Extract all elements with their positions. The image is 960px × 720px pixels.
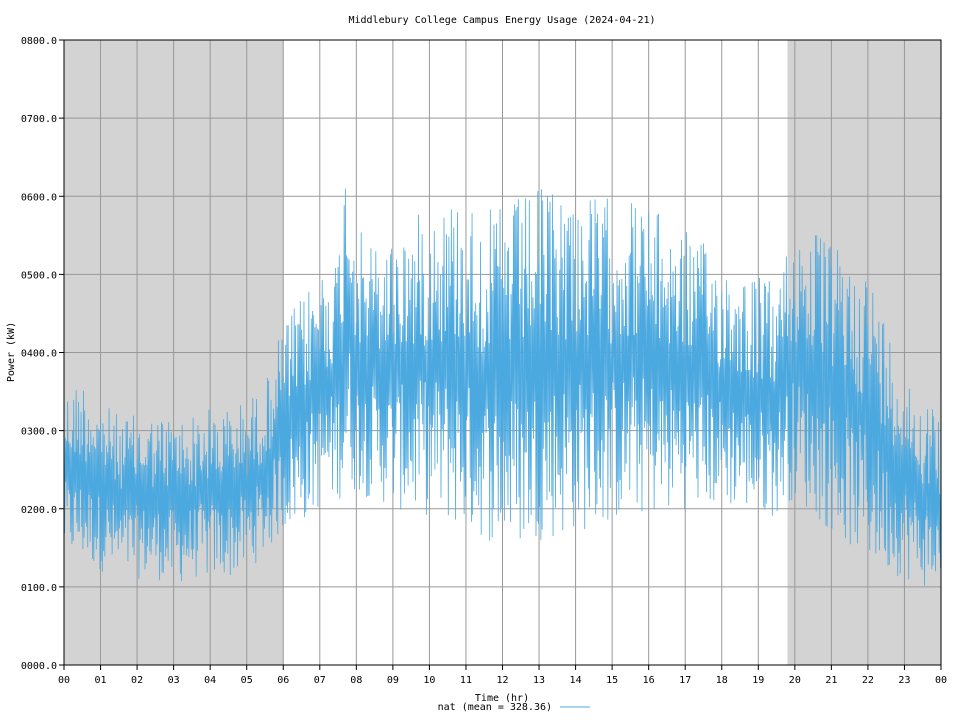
legend: nat (mean = 328.36) — [438, 702, 590, 713]
y-tick-label: 0200.0 — [21, 505, 57, 516]
x-tick-label: 20 — [789, 675, 801, 686]
chart-title: Middlebury College Campus Energy Usage (… — [348, 15, 655, 26]
x-tick-label: 11 — [460, 675, 472, 686]
x-tick-label: 23 — [898, 675, 910, 686]
x-tick-label: 21 — [825, 675, 837, 686]
x-tick-label: 02 — [131, 675, 143, 686]
y-axis-label: Power (kW) — [6, 322, 17, 382]
series-line-nat — [63, 188, 942, 586]
x-tick-label: 22 — [862, 675, 874, 686]
x-tick-label: 08 — [350, 675, 362, 686]
x-tick-label: 01 — [95, 675, 107, 686]
legend-entry-nat: nat (mean = 328.36) — [438, 702, 552, 713]
x-tick-label: 14 — [570, 675, 582, 686]
x-tick-label: 15 — [606, 675, 618, 686]
y-tick-label: 0600.0 — [21, 192, 57, 203]
y-tick-label: 0100.0 — [21, 583, 57, 594]
x-tick-label: 09 — [387, 675, 399, 686]
x-tick-label: 04 — [204, 675, 216, 686]
x-tick-label: 06 — [277, 675, 289, 686]
y-tick-label: 0300.0 — [21, 427, 57, 438]
tick-marks — [59, 39, 942, 670]
x-tick-label: 10 — [423, 675, 435, 686]
y-tick-label: 0400.0 — [21, 349, 57, 360]
tick-labels: 00 01 02 03 04 05 06 07 08 09 10 11 12 13 14 15 16 17 18 19… — [21, 36, 947, 686]
x-axis-label: Time (hr) — [475, 693, 529, 704]
x-tick-label: 05 — [241, 675, 253, 686]
x-tick-label: 07 — [314, 675, 326, 686]
x-tick-label: 13 — [533, 675, 545, 686]
x-tick-label: 00 — [58, 675, 70, 686]
x-tick-label: 00 — [935, 675, 947, 686]
x-tick-label: 17 — [679, 675, 691, 686]
x-tick-label: 19 — [752, 675, 764, 686]
x-tick-label: 03 — [168, 675, 180, 686]
x-tick-label: 18 — [716, 675, 728, 686]
y-tick-label: 0800.0 — [21, 36, 57, 47]
series-lines — [63, 188, 942, 586]
y-tick-label: 0000.0 — [21, 661, 57, 672]
y-tick-label: 0500.0 — [21, 270, 57, 281]
y-tick-label: 0700.0 — [21, 114, 57, 125]
x-tick-label: 12 — [496, 675, 508, 686]
x-tick-label: 16 — [643, 675, 655, 686]
